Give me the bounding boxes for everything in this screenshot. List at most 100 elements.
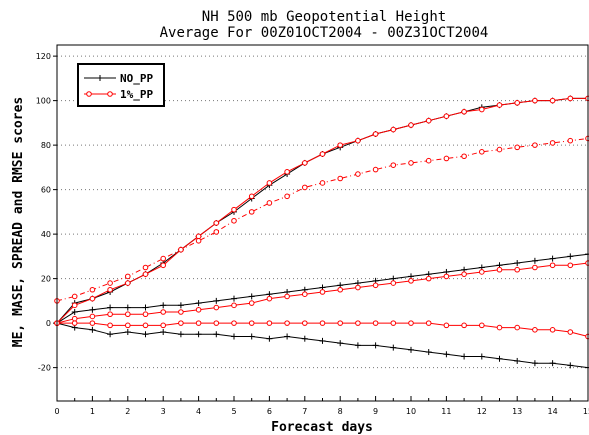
series-1-point (549, 97, 556, 104)
legend-marker-1pct-pp (107, 91, 113, 97)
series-1-point (195, 233, 202, 240)
series-0-point (160, 302, 167, 309)
legend-label-1pct-pp: 1%_PP (120, 88, 153, 101)
series-0-point (549, 255, 556, 262)
series-1-point (125, 322, 131, 329)
series-1-point (160, 262, 166, 269)
series-2-point (160, 255, 166, 262)
series-0-point (567, 362, 574, 369)
series-1-point (425, 320, 432, 326)
series-1-point (496, 324, 503, 331)
series-1-point (443, 113, 450, 119)
series-0-line-2 (56, 322, 589, 369)
series-0-point (142, 331, 149, 338)
y-tick-label: 80 (41, 141, 51, 150)
series-1-point (461, 271, 467, 277)
series-1-point (89, 295, 96, 302)
series-0-point (248, 333, 255, 340)
series-1-point (567, 95, 574, 102)
series-2-point (248, 209, 255, 215)
series-1-point (142, 322, 149, 329)
series-0-point (443, 351, 450, 358)
series-1-point (195, 320, 202, 326)
series-1-point (337, 142, 344, 148)
series-2-point (319, 180, 326, 186)
series-0-point (71, 309, 78, 315)
series-1-point (231, 320, 237, 326)
series-1-point (89, 313, 96, 320)
series-1-point (532, 264, 538, 271)
series-2-point (496, 146, 503, 153)
series-2-point (461, 153, 467, 160)
series-2-point (284, 193, 290, 200)
x-tick-label: 8 (338, 407, 343, 416)
series-0-point (496, 355, 503, 362)
series-0-point (177, 302, 184, 309)
series-1-point (532, 327, 538, 333)
series-1-point (408, 320, 414, 326)
series-1-point (514, 266, 521, 273)
series-1-point (355, 320, 361, 326)
series-0-point (531, 257, 538, 264)
series-2-point (266, 200, 273, 206)
series-1-point (284, 320, 290, 326)
series-2-point (195, 238, 202, 244)
series-2-point (142, 264, 149, 271)
x-tick-label: 11 (441, 407, 451, 416)
series-1-point (302, 291, 308, 298)
series-1-point (355, 137, 361, 144)
series-1-point (213, 220, 220, 226)
series-2-point (549, 140, 556, 146)
series-1-point (443, 322, 450, 329)
series-2-point (213, 229, 220, 235)
series-2-point (337, 175, 344, 182)
series-2-point (425, 157, 432, 164)
series-1-point (567, 329, 574, 335)
series-2-point (443, 155, 450, 162)
series-2-point (125, 273, 131, 280)
series-0-point (390, 344, 397, 351)
series-1-point (425, 117, 432, 124)
series-2-point (408, 160, 414, 166)
series-2-point (355, 171, 361, 177)
series-1-point (549, 327, 556, 333)
series-0-point (231, 333, 237, 340)
series-1-point (266, 320, 273, 326)
series-1-point (514, 324, 521, 331)
legend-marker-1pct-pp (86, 91, 92, 97)
series-1-point (248, 300, 255, 306)
series-1-point (549, 262, 556, 269)
x-tick-label: 12 (477, 407, 487, 416)
series-0-point (213, 331, 220, 338)
x-tick-label: 10 (406, 407, 416, 416)
x-tick-label: 6 (267, 407, 272, 416)
x-tick-label: 2 (125, 407, 130, 416)
series-0-point (549, 360, 556, 367)
series-1-point (178, 309, 184, 315)
series-1-point (372, 282, 379, 289)
series-0-point (284, 333, 291, 340)
series-1-point (248, 193, 255, 200)
series-0-point (478, 353, 485, 360)
series-1-point (284, 293, 290, 300)
series-0-point (231, 295, 237, 302)
series-0-point (195, 331, 202, 338)
series-layer (54, 95, 589, 371)
series-1-point (408, 278, 414, 284)
series-0-point (461, 353, 468, 360)
series-1-point (142, 311, 149, 318)
series-1-point (284, 169, 290, 175)
series-2-point (567, 137, 574, 144)
x-tick-label: 3 (161, 407, 166, 416)
series-1-point (355, 284, 361, 291)
series-1-point (160, 309, 166, 315)
series-1-point (107, 286, 113, 293)
series-2-point (107, 280, 113, 286)
y-axis-label: ME, MASE, SPREAD and RMSE scores (11, 97, 26, 347)
y-tick-label: 100 (36, 97, 51, 106)
series-1-point (319, 289, 326, 295)
series-0-point (531, 360, 538, 367)
series-0-point (514, 357, 521, 364)
x-tick-label: 14 (548, 407, 558, 416)
